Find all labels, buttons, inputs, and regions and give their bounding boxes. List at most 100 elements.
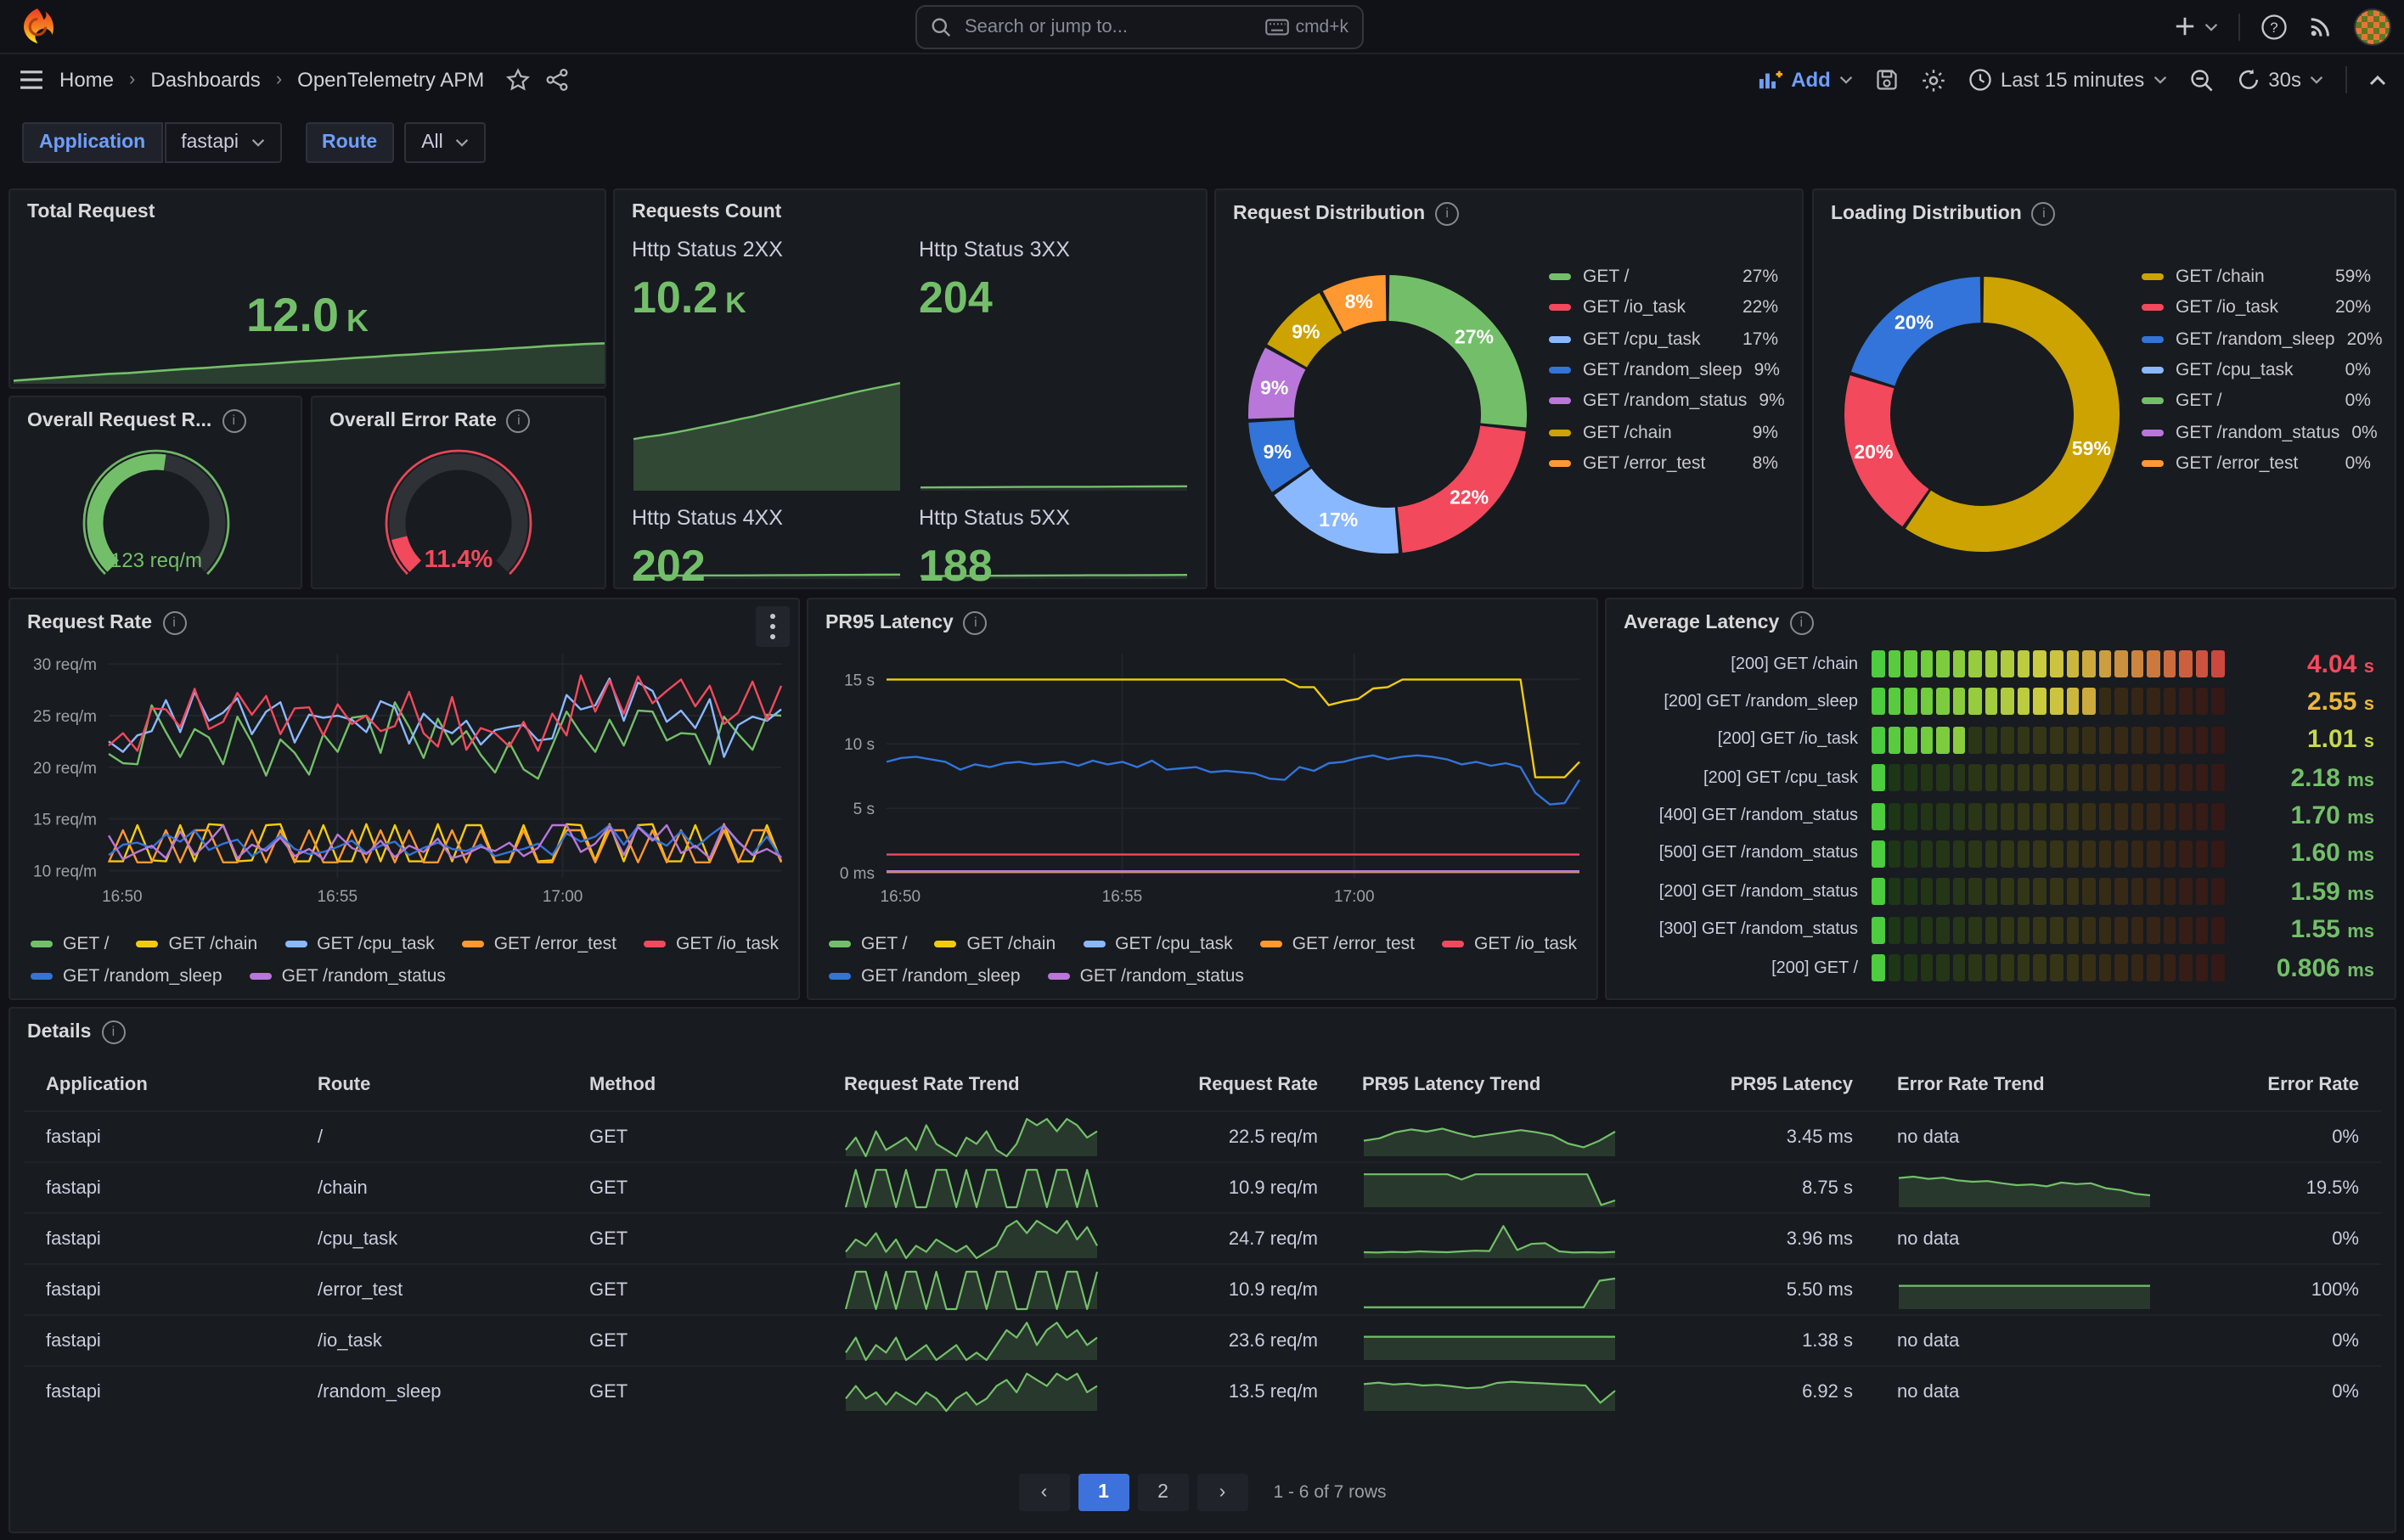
- latency-cell: [2050, 764, 2063, 792]
- collapse-toolbar-button[interactable]: [2369, 74, 2386, 86]
- grafana-logo-icon[interactable]: [19, 7, 56, 46]
- legend-item[interactable]: GET /error_test 0%: [2142, 448, 2371, 480]
- add-panel-button[interactable]: Add: [1757, 68, 1853, 92]
- pagination-next-button[interactable]: ›: [1196, 1474, 1248, 1511]
- panel-menu-button[interactable]: [756, 606, 790, 647]
- panel-title[interactable]: Average Latency i: [1607, 599, 2395, 635]
- star-icon: [506, 68, 531, 91]
- news-rss-button[interactable]: [2308, 14, 2334, 39]
- legend-item[interactable]: GET /error_test: [461, 933, 616, 953]
- svg-text:15 req/m: 15 req/m: [33, 812, 97, 829]
- legend-item[interactable]: GET /io_task 22%: [1549, 293, 1778, 324]
- latency-cell: [1936, 726, 1950, 754]
- legend-label: GET /random_sleep: [1583, 360, 1742, 381]
- info-icon[interactable]: i: [1435, 202, 1460, 226]
- info-icon[interactable]: i: [162, 611, 186, 635]
- legend-item[interactable]: GET / 0%: [2142, 385, 2371, 417]
- panel-title[interactable]: Request Rate i: [10, 599, 798, 635]
- panel-title[interactable]: Overall Error Rate i: [312, 397, 605, 433]
- legend-item[interactable]: GET /io_task: [1442, 933, 1577, 953]
- legend-item[interactable]: GET /cpu_task: [1083, 933, 1233, 953]
- dashboard-settings-button[interactable]: [1921, 67, 1946, 93]
- user-avatar[interactable]: [2354, 8, 2391, 45]
- legend-item[interactable]: GET /cpu_task 0%: [2142, 355, 2371, 386]
- legend-item[interactable]: GET /chain: [136, 933, 257, 953]
- latency-cell: [2033, 650, 2047, 677]
- panel-title[interactable]: Overall Request R... i: [10, 397, 301, 433]
- info-icon[interactable]: i: [1789, 611, 1814, 635]
- latency-cell: [1888, 916, 1901, 944]
- panel-title[interactable]: Request Distribution i: [1216, 190, 1802, 226]
- search-box[interactable]: cmd+k: [915, 5, 1364, 49]
- table-header-err_t[interactable]: Error Rate Trend: [1897, 1075, 2045, 1095]
- route-filter-select[interactable]: All: [404, 122, 486, 163]
- legend-item[interactable]: GET /error_test 8%: [1549, 448, 1778, 480]
- latency-cell: [1888, 764, 1901, 792]
- latency-cell: [2033, 840, 2047, 868]
- legend-item[interactable]: GET /: [31, 933, 109, 953]
- legend-item[interactable]: GET /chain 59%: [2142, 261, 2371, 293]
- legend-item[interactable]: GET /io_task 20%: [2142, 293, 2371, 324]
- legend-item[interactable]: GET /random_sleep 9%: [1549, 355, 1780, 386]
- mega-menu-toggle[interactable]: [19, 70, 44, 90]
- info-icon[interactable]: i: [963, 611, 988, 635]
- table-header-route[interactable]: Route: [318, 1075, 371, 1095]
- legend-item[interactable]: GET /io_task: [644, 933, 779, 953]
- refresh-button[interactable]: 30s: [2236, 68, 2323, 92]
- pagination-prev-button[interactable]: ‹: [1018, 1474, 1070, 1511]
- legend-item[interactable]: GET /chain: [934, 933, 1056, 953]
- latency-row-label: [400] GET /random_status: [1658, 807, 1858, 825]
- panel-title[interactable]: Total Request: [27, 202, 155, 222]
- application-filter-select[interactable]: fastapi: [164, 122, 282, 163]
- legend-label: GET /cpu_task: [1583, 329, 1701, 350]
- search-input[interactable]: [961, 15, 1255, 39]
- pagination-page-2[interactable]: 2: [1137, 1474, 1189, 1511]
- svg-text:9%: 9%: [1292, 320, 1320, 342]
- breadcrumb-home[interactable]: Home: [59, 68, 115, 92]
- legend-item[interactable]: GET /random_status 0%: [2142, 417, 2378, 448]
- new-menu-button[interactable]: [2174, 15, 2218, 37]
- latency-cell: [2114, 916, 2128, 944]
- panel-title[interactable]: Loading Distribution i: [1814, 190, 2395, 226]
- info-icon[interactable]: i: [2031, 202, 2056, 226]
- table-header-err[interactable]: Error Rate: [2267, 1075, 2359, 1095]
- legend-item[interactable]: GET /random_sleep 20%: [2142, 323, 2383, 355]
- share-button[interactable]: [545, 68, 569, 92]
- pagination-page-1[interactable]: 1: [1078, 1474, 1129, 1511]
- info-icon[interactable]: i: [222, 409, 246, 433]
- panel-title[interactable]: Requests Count: [632, 202, 782, 222]
- legend-item[interactable]: GET /random_status: [249, 965, 446, 986]
- legend-item[interactable]: GET /cpu_task 17%: [1549, 323, 1778, 355]
- legend-item[interactable]: GET /random_status 9%: [1549, 385, 1785, 417]
- latency-cell: [2163, 802, 2176, 829]
- help-button[interactable]: ?: [2260, 13, 2288, 40]
- keyboard-icon: [1264, 19, 1289, 36]
- table-header-app[interactable]: Application: [46, 1075, 148, 1095]
- legend-item[interactable]: GET /cpu_task: [284, 933, 435, 953]
- table-header-method[interactable]: Method: [589, 1075, 656, 1095]
- table-header-rate_t[interactable]: Request Rate Trend: [844, 1075, 1020, 1095]
- stat-sparkline: [919, 557, 1189, 581]
- info-icon[interactable]: i: [506, 409, 531, 433]
- favorite-star-button[interactable]: [506, 68, 531, 92]
- legend-item[interactable]: GET /chain 9%: [1549, 417, 1778, 448]
- legend-item[interactable]: GET /random_status: [1047, 965, 1244, 986]
- time-range-picker[interactable]: Last 15 minutes: [1968, 68, 2166, 92]
- legend-label: GET /cpu_task: [2176, 360, 2294, 381]
- panel-title[interactable]: Details i: [10, 1009, 2395, 1044]
- legend-item[interactable]: GET /error_test: [1259, 933, 1415, 953]
- panel-title[interactable]: PR95 Latency i: [808, 599, 1596, 635]
- save-icon: [1877, 70, 1897, 90]
- legend-item[interactable]: GET / 27%: [1549, 261, 1778, 293]
- save-dashboard-button[interactable]: [1875, 68, 1899, 92]
- zoom-out-button[interactable]: [2188, 67, 2214, 93]
- legend-item[interactable]: GET /: [829, 933, 907, 953]
- info-icon[interactable]: i: [101, 1020, 126, 1044]
- table-header-rate[interactable]: Request Rate: [1198, 1075, 1318, 1095]
- table-header-pr95[interactable]: PR95 Latency: [1730, 1075, 1853, 1095]
- table-header-pr95_t[interactable]: PR95 Latency Trend: [1362, 1075, 1541, 1095]
- breadcrumb-dashboards[interactable]: Dashboards: [150, 68, 261, 92]
- legend-item[interactable]: GET /random_sleep: [829, 965, 1021, 986]
- legend-item[interactable]: GET /random_sleep: [31, 965, 222, 986]
- table-cell-pr95: 3.45 ms: [1786, 1127, 1853, 1147]
